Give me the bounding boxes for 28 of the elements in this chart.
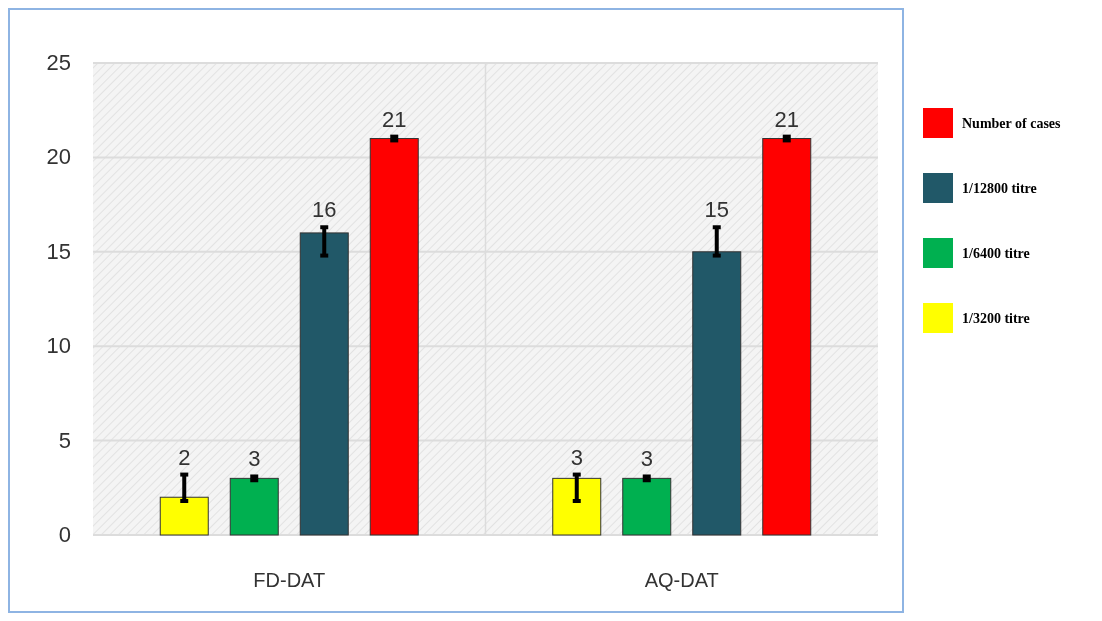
y-tick-label: 15 (46, 238, 71, 264)
bar (229, 477, 279, 536)
legend-label: 1/3200 titre (962, 311, 1030, 326)
legend-label: Number of cases (962, 116, 1062, 131)
data-label: 3 (640, 446, 653, 472)
y-tick-label: 5 (58, 427, 71, 453)
data-label: 21 (382, 106, 407, 132)
bar (299, 232, 349, 536)
y-tick-label: 10 (46, 333, 71, 359)
bar (692, 251, 742, 536)
data-label: 21 (774, 106, 799, 132)
legend-label: 1/6400 titre (962, 246, 1030, 261)
bar (622, 477, 672, 536)
bar (762, 138, 812, 536)
data-label: 2 (178, 444, 191, 470)
data-label: 3 (248, 446, 261, 472)
bar (552, 477, 602, 536)
bar (369, 138, 419, 536)
data-label: 3 (570, 444, 583, 470)
legend-label: 1/12800 titre (962, 181, 1037, 196)
bar (159, 496, 209, 536)
x-tick-label: AQ-DAT (644, 569, 719, 591)
y-tick-label: 25 (46, 50, 71, 75)
data-label: 15 (704, 197, 729, 223)
data-label: 16 (312, 197, 337, 223)
y-tick-label: 0 (58, 522, 71, 547)
x-tick-label: FD-DAT (253, 569, 326, 591)
y-tick-label: 20 (46, 144, 71, 170)
